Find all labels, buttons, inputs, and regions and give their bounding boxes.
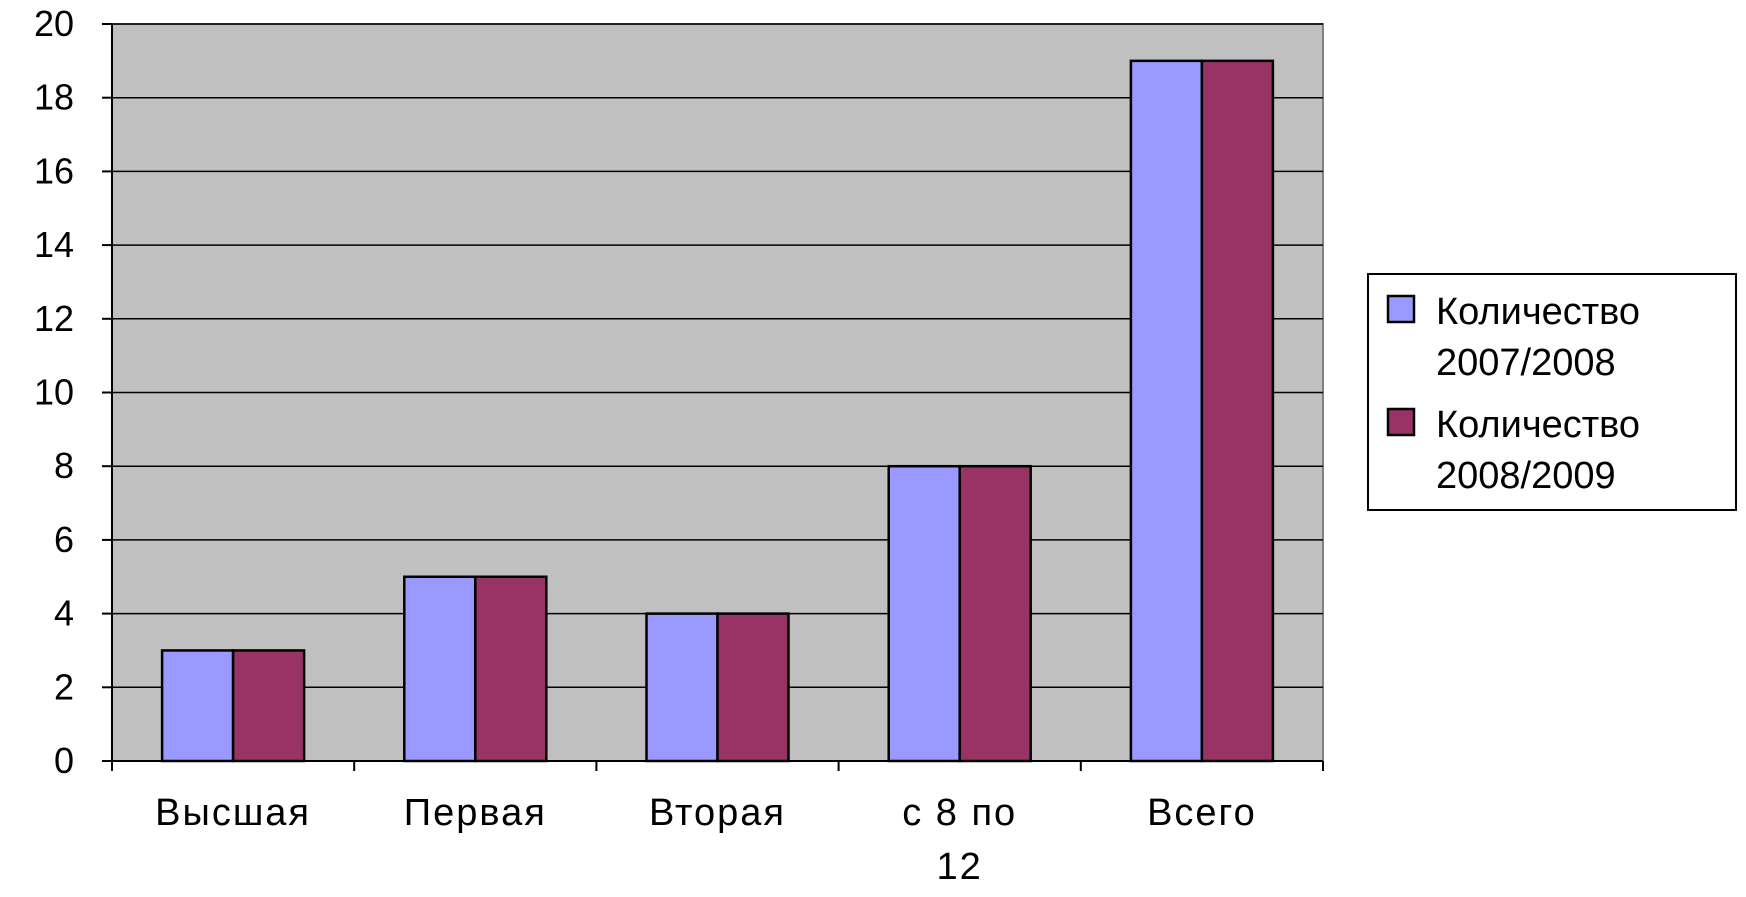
x-tick-label: Высшая bbox=[155, 792, 311, 834]
bar bbox=[160, 649, 235, 763]
legend-label: Количество 2008/2009 bbox=[1436, 404, 1640, 497]
x-tick-label-line: Первая bbox=[404, 792, 547, 834]
bar bbox=[645, 612, 719, 763]
y-tick-label: 20 bbox=[34, 3, 74, 44]
axes bbox=[102, 23, 1324, 771]
legend-swatch bbox=[1386, 407, 1416, 437]
y-tick-label: 0 bbox=[54, 740, 74, 781]
bar bbox=[231, 649, 306, 763]
legend-label: Количество 2007/2008 bbox=[1436, 291, 1640, 384]
bar bbox=[1200, 59, 1275, 763]
y-tick-label: 10 bbox=[34, 372, 74, 413]
y-tick-label: 6 bbox=[54, 519, 74, 560]
x-tick-label-line: 12 bbox=[937, 846, 983, 888]
x-tick-label: Первая bbox=[404, 792, 547, 834]
x-tick-label-line: Вторая bbox=[649, 792, 786, 834]
bar bbox=[716, 612, 790, 763]
y-tick-label: 14 bbox=[34, 224, 74, 265]
legend-label-line: 2008/2009 bbox=[1436, 455, 1616, 497]
x-tick-label-line: Высшая bbox=[155, 792, 311, 834]
y-tick-label: 8 bbox=[54, 445, 74, 486]
x-tick-label: Вторая bbox=[649, 792, 786, 834]
gridlines bbox=[112, 23, 1323, 689]
y-tick-label: 4 bbox=[54, 593, 74, 634]
x-tick-label-line: Всего bbox=[1147, 792, 1257, 834]
legend-label-line: 2007/2008 bbox=[1436, 342, 1616, 384]
legend: Количество 2007/2008 Количество 2008/2009 bbox=[1367, 273, 1737, 511]
bar bbox=[958, 464, 1032, 763]
x-tick-label: с 8 по 12 bbox=[902, 792, 1017, 888]
y-tick-label: 2 bbox=[54, 666, 74, 707]
y-tick-label: 18 bbox=[34, 77, 74, 118]
bar bbox=[887, 464, 961, 763]
legend-box bbox=[1367, 273, 1737, 511]
y-tick-label: 12 bbox=[34, 298, 74, 339]
y-tick-labels: 0 2 4 6 8 10 12 14 16 18 20 bbox=[34, 3, 74, 781]
x-tick-label: Всего bbox=[1147, 792, 1257, 834]
x-tick-label-line: с 8 по bbox=[902, 792, 1017, 834]
bar bbox=[403, 575, 477, 763]
legend-label-line: Количество bbox=[1436, 291, 1640, 333]
x-tick-labels: Высшая Первая Вторая с 8 по 12 Всего bbox=[155, 792, 1257, 888]
bar bbox=[474, 575, 548, 763]
legend-swatch bbox=[1386, 294, 1416, 324]
bar bbox=[1129, 59, 1204, 763]
y-tick-label: 16 bbox=[34, 150, 74, 191]
legend-label-line: Количество bbox=[1436, 404, 1640, 446]
